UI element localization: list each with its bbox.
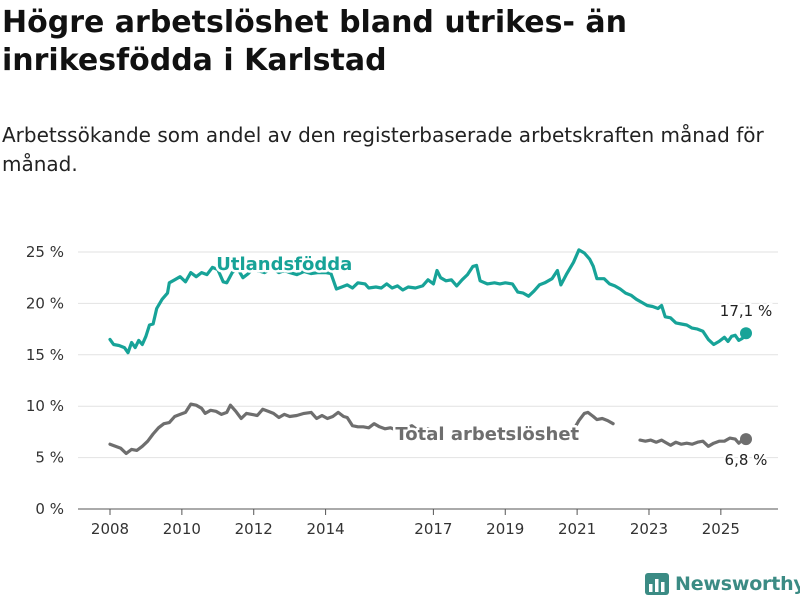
x-tick-label: 2019 [486, 520, 524, 538]
x-tick-label: 2008 [91, 520, 129, 538]
x-tick-label: 2012 [235, 520, 273, 538]
logo-text: Newsworthy [675, 573, 800, 595]
x-tick-label: 2021 [558, 520, 596, 538]
chart-subtitle: Arbetssökande som andel av den registerb… [2, 123, 764, 176]
labels-group: Utlandsfödda Total arbetslöshet 17,1 % 6,8 … [214, 252, 774, 472]
end-label-total: 6,8 % [725, 451, 768, 469]
x-tick-label: 2023 [630, 520, 668, 538]
series-line-total-arbetsl-shet [431, 429, 441, 434]
series-label-utlandsfodda: Utlandsfödda [216, 254, 352, 275]
series-line-total-arbetsl-shet [573, 410, 615, 429]
series-group [108, 248, 752, 456]
y-tick-label: 10 % [26, 397, 64, 415]
x-tick-label: 2025 [702, 520, 740, 538]
end-point-total-arbetsl-shet [740, 433, 752, 446]
axes: 0 % 5 % 10 % 15 % 20 % 25 % 2008 2010 2012 2014 20… [26, 243, 778, 538]
newsworthy-logo: Newsworthy [645, 570, 800, 598]
x-tick-label: 2014 [306, 520, 344, 538]
series-line-utlandsf-dda [108, 248, 748, 355]
series-label-total: Total arbetslöshet [395, 424, 579, 445]
line-chart: 0 % 5 % 10 % 15 % 20 % 25 % 2008 2010 2012 2014 20… [26, 243, 778, 538]
y-tick-label: 0 % [35, 500, 64, 518]
end-label-utlandsfodda: 17,1 % [720, 302, 772, 320]
series-line-total-arbetsl-shet [108, 402, 435, 456]
bar-chart-logo-icon [645, 573, 669, 595]
x-tick-label: 2017 [414, 520, 452, 538]
series-line-total-arbetsl-shet [638, 436, 748, 448]
y-tick-label: 15 % [26, 346, 64, 364]
y-tick-label: 20 % [26, 294, 64, 312]
y-tick-label: 25 % [26, 243, 64, 261]
y-tick-label: 5 % [35, 449, 64, 467]
chart-title: Högre arbetslöshet bland utrikes- än inr… [2, 5, 627, 78]
x-tick-label: 2010 [163, 520, 201, 538]
end-point-utlandsf-dda [740, 327, 752, 340]
